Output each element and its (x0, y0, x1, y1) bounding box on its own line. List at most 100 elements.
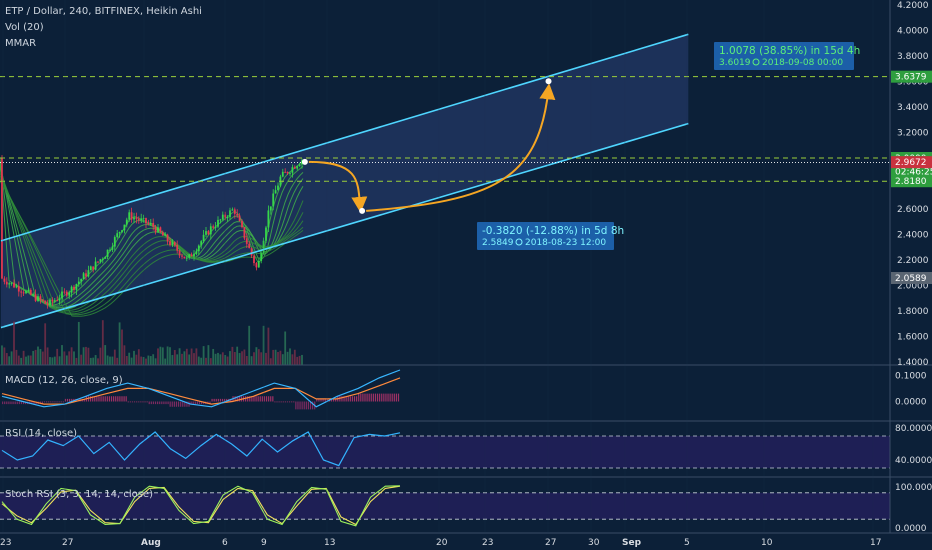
candle-body (269, 206, 272, 211)
price-tick-label: 2.4000 (897, 231, 929, 241)
rsi-panel[interactable]: RSI (14, close) (0, 428, 890, 469)
volume-bar (106, 355, 109, 365)
macd-histogram-bar (364, 393, 366, 402)
macd-histogram-bar (121, 396, 123, 402)
volume-bar (286, 351, 289, 365)
macd-histogram-bar (8, 401, 10, 405)
candle-body (85, 273, 87, 277)
rsi-line (1, 431, 401, 467)
candle-body (49, 299, 51, 306)
candle-body (257, 260, 260, 268)
volume-bar (224, 354, 227, 365)
macd-histogram-bar (192, 401, 194, 405)
volume-bar (39, 349, 42, 365)
volume-bar (188, 354, 191, 365)
candle-body (121, 230, 123, 233)
macd-histogram-bar (224, 398, 226, 402)
volume-bar (205, 357, 207, 365)
volume-bar (255, 347, 258, 365)
macd-histogram-bar (335, 398, 337, 402)
time-tick-label: 30 (588, 538, 600, 548)
candle-body (260, 253, 263, 261)
candle-body (233, 209, 236, 214)
volume-bar (34, 349, 37, 365)
price-tick-label: 3.4000 (897, 103, 929, 113)
volume-bar (161, 347, 164, 365)
volume-bar (77, 321, 80, 365)
macd-histogram-bar (316, 398, 318, 402)
candle-body (190, 254, 193, 257)
mmar-ribbon-line (0, 173, 304, 313)
candle-body (41, 299, 44, 301)
candle-body (97, 261, 99, 263)
macd-histogram-bar (244, 396, 247, 402)
macd-histogram-bar (288, 401, 291, 403)
volume-bar (209, 358, 212, 365)
macd-panel[interactable]: MACD (12, 26, close, 9) (1, 369, 401, 410)
macd-histogram-bar (381, 393, 383, 402)
volume-bar (231, 346, 234, 365)
candle-body (15, 286, 18, 288)
volume-bar (176, 354, 179, 365)
candle-body (68, 292, 71, 296)
macd-histogram-bar (362, 393, 364, 402)
macd-histogram-bar (196, 401, 199, 405)
price-tick-label: 1.4000 (897, 358, 929, 368)
macd-histogram-bar (58, 401, 60, 403)
volume-bar (17, 355, 20, 365)
volume-bar (226, 356, 229, 365)
candle-body (157, 227, 159, 233)
volume-bar (274, 349, 277, 365)
macd-histogram-bar (31, 401, 33, 405)
candle-body (118, 232, 121, 234)
stoch-panel[interactable]: Stoch RSI (3, 3, 14, 14, close) (0, 485, 890, 527)
volume-bar (128, 352, 131, 365)
volume-bar (152, 354, 155, 365)
volume-bar (147, 355, 150, 365)
macd-histogram-bar (274, 401, 276, 403)
candle-body (243, 227, 246, 239)
macd-histogram-bar (345, 396, 347, 402)
candle-body (224, 214, 227, 218)
candle-body (169, 241, 171, 245)
price-tag-label: 3.6379 (895, 73, 927, 83)
volume-bar (46, 347, 49, 365)
candle-body (130, 212, 133, 220)
volume-bar (97, 358, 99, 365)
volume-bar (190, 348, 193, 365)
rsi-band (0, 436, 890, 468)
volume-bar (212, 348, 215, 365)
macd-histogram-bar (125, 396, 127, 402)
macd-histogram-bar (318, 398, 320, 402)
macd-histogram-bar (219, 398, 222, 402)
macd-histogram-bar (138, 401, 140, 403)
volume-bar (135, 354, 138, 365)
volume-bar (80, 354, 83, 365)
macd-histogram-bar (18, 401, 20, 405)
measure-callout-change: -0.3820 (-12.88%) in 5d 8h (482, 225, 624, 237)
macd-histogram-bar (293, 401, 295, 403)
macd-histogram-bar (159, 401, 161, 405)
volume-layer (1, 320, 303, 365)
volume-bar (44, 323, 47, 365)
macd-histogram-bar (173, 401, 175, 407)
time-tick-label: 23 (0, 538, 11, 548)
time-tick-label: Sep (622, 538, 642, 548)
volume-bar (166, 346, 169, 365)
macd-histogram-bar (43, 401, 46, 403)
macd-histogram-bar (332, 398, 335, 402)
macd-histogram-bar (249, 396, 251, 402)
macd-histogram-bar (358, 393, 360, 402)
macd-histogram-bar (110, 396, 113, 402)
measure-callout-change: 1.0078 (38.85%) in 15d 4h (719, 45, 860, 57)
volume-bar (8, 356, 11, 365)
macd-histogram-bar (201, 401, 203, 405)
macd-histogram-bar (71, 398, 73, 402)
volume-bar (233, 352, 236, 365)
candle-body (267, 210, 270, 228)
macd-histogram-bar (129, 401, 131, 403)
volume-bar (200, 357, 203, 365)
macd-histogram-bar (87, 396, 90, 402)
candle-body (202, 234, 205, 242)
macd-histogram-bar (230, 398, 232, 402)
